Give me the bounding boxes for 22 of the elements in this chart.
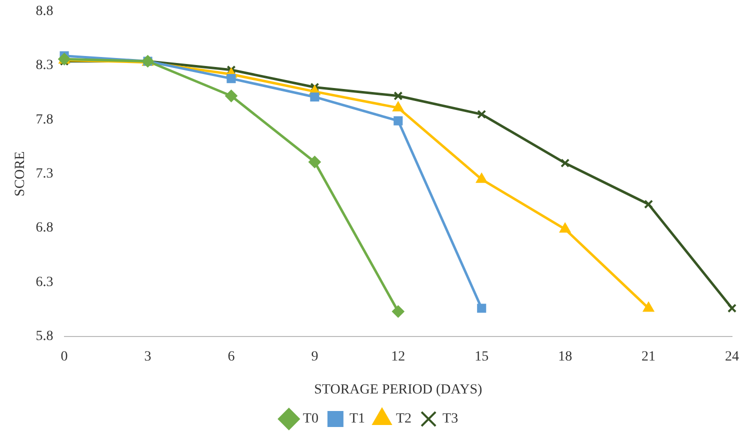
y-tick-label: 8.3 (36, 58, 54, 74)
x-tick-label: 12 (391, 349, 406, 364)
x-tick-label: 21 (642, 349, 656, 364)
x-tick-label: 0 (60, 349, 68, 364)
y-tick-label: 7.3 (36, 166, 54, 182)
x-axis-title: STORAGE PERIOD (DAYS) (314, 382, 482, 398)
legend-label: T0 (302, 412, 318, 427)
y-tick-label: 6.8 (36, 220, 54, 236)
x-tick-label: 9 (311, 349, 318, 364)
x-tick-label: 15 (474, 349, 489, 364)
y-tick-label: 8.8 (36, 4, 54, 20)
x-tick-label: 6 (228, 349, 235, 364)
legend-label: T2 (396, 412, 412, 427)
x-tick-label: 24 (725, 349, 739, 364)
y-axis-title: SCORE (13, 151, 28, 196)
x-tick-label: 3 (144, 349, 152, 364)
y-tick-label: 7.8 (36, 112, 54, 128)
x-tick-label: 18 (558, 349, 572, 364)
legend-label: T3 (442, 412, 458, 427)
y-tick-label: 5.8 (36, 329, 54, 344)
y-tick-label: 6.3 (36, 274, 54, 290)
legend-label: T1 (349, 412, 366, 427)
